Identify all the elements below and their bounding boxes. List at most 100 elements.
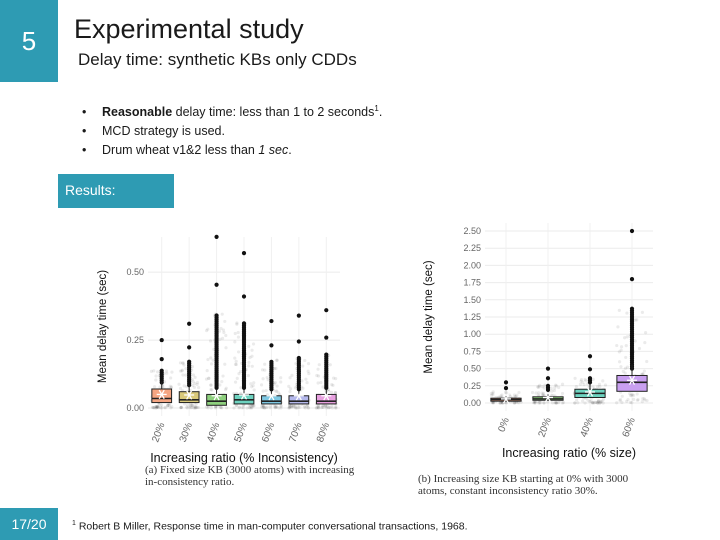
- jitter-point: [274, 366, 278, 371]
- jitter-point: [596, 401, 600, 405]
- jitter-point: [210, 388, 214, 392]
- jitter-point: [642, 397, 646, 401]
- jitter-point: [303, 404, 307, 408]
- y-tick-label: 2.25: [463, 243, 481, 253]
- outlier-point: [545, 376, 551, 381]
- jitter-point: [177, 382, 181, 386]
- jitter-point: [306, 362, 311, 366]
- jitter-point: [223, 362, 227, 366]
- mean-marker: [156, 389, 167, 400]
- jitter-point: [324, 403, 328, 408]
- x-tick-label: 20%: [150, 421, 167, 444]
- jitter-point: [617, 350, 621, 354]
- jitter-point: [180, 368, 184, 372]
- outlier-point: [269, 359, 274, 364]
- jitter-point: [248, 355, 252, 360]
- jitter-point: [330, 404, 334, 408]
- box: [616, 374, 648, 392]
- jitter-point: [298, 405, 302, 409]
- y-tick-label: 0.25: [126, 335, 144, 345]
- boxplot-chart-b: 0.00 0.25 0.50 0.75 1.00 1.25 1.50 1.75 2.00 2.25…: [418, 223, 653, 497]
- jitter-point: [556, 401, 561, 405]
- jitter-point: [214, 405, 218, 409]
- jitter-point: [185, 406, 189, 410]
- jitter-point: [165, 371, 169, 375]
- jitter-point: [582, 382, 586, 387]
- jitter-point: [235, 376, 239, 381]
- jitter-point: [325, 405, 329, 409]
- jitter-point: [293, 405, 298, 410]
- jitter-point: [301, 386, 305, 390]
- jitter-point: [152, 385, 157, 389]
- jitter-point: [491, 393, 495, 397]
- y-tick-label: 1.50: [463, 295, 481, 305]
- jitter-point: [237, 372, 241, 376]
- jitter-point: [262, 406, 267, 410]
- jitter-point: [178, 361, 183, 365]
- jitter-point: [600, 399, 604, 403]
- jitter-point: [238, 370, 243, 374]
- jitter-point: [190, 364, 195, 369]
- jitter-point: [204, 405, 209, 409]
- jitter-point: [534, 391, 538, 395]
- jitter-point: [329, 390, 334, 394]
- jitter-point: [333, 406, 337, 410]
- jitter-point: [625, 311, 629, 315]
- jitter-point: [515, 393, 519, 397]
- jitter-point: [597, 382, 602, 386]
- jitter-point: [194, 405, 198, 409]
- jitter-point: [621, 369, 625, 373]
- mean-marker: [184, 390, 195, 400]
- y-tick-label: 0.25: [463, 381, 481, 391]
- jitter-point: [209, 387, 213, 392]
- jitter-point: [151, 405, 155, 410]
- jitter-point: [615, 401, 619, 405]
- jitter-point: [185, 403, 189, 407]
- jitter-point: [209, 362, 214, 366]
- jitter-point: [633, 339, 637, 343]
- jitter-point: [334, 406, 338, 410]
- mean-marker: [293, 391, 304, 401]
- jitter-point: [207, 376, 211, 380]
- jitter-point: [275, 405, 279, 409]
- jitter-point: [205, 369, 209, 373]
- jitter-point: [233, 356, 237, 360]
- jitter-point: [232, 406, 236, 410]
- jitter-point: [513, 401, 517, 405]
- jitter-point: [334, 405, 338, 409]
- jitter-point: [537, 391, 541, 395]
- jitter-point: [182, 363, 186, 367]
- jitter-point: [279, 406, 283, 410]
- outlier-point: [545, 366, 551, 371]
- outlier-point: [296, 355, 301, 361]
- outlier-point: [587, 376, 593, 381]
- jitter-point: [630, 401, 634, 405]
- jitter-point: [616, 325, 620, 329]
- jitter-point: [261, 406, 265, 410]
- jitter-point: [581, 399, 585, 403]
- jitter-point: [507, 393, 512, 397]
- jitter-point: [596, 399, 600, 404]
- jitter-point: [625, 399, 629, 403]
- jitter-point: [531, 400, 536, 405]
- jitter-point: [168, 384, 172, 388]
- jitter-point: [275, 358, 279, 362]
- jitter-point: [206, 327, 210, 331]
- y-tick-label: 0.75: [463, 346, 481, 356]
- jitter-point: [150, 405, 155, 409]
- y-tick-label: 0.50: [126, 267, 144, 277]
- jitter-point: [193, 405, 197, 409]
- jitter-point: [187, 405, 191, 409]
- jitter-point: [246, 374, 250, 378]
- outlier-point: [296, 339, 301, 344]
- jitter-point: [167, 404, 171, 408]
- jitter-point: [625, 335, 629, 339]
- jitter-point: [236, 330, 240, 335]
- jitter-point: [160, 406, 164, 410]
- jitter-point: [192, 385, 196, 389]
- jitter-point: [645, 359, 649, 364]
- jitter-point: [620, 400, 624, 405]
- jitter-point: [218, 337, 222, 341]
- jitter-point: [578, 382, 583, 386]
- jitter-point: [169, 406, 173, 410]
